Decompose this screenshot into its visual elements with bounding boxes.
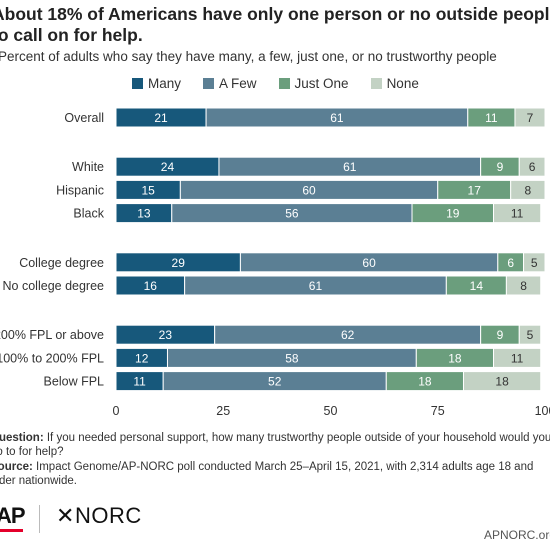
- legend-swatch-none: [370, 78, 382, 89]
- x-tick-label: 0: [113, 404, 120, 418]
- legend: Many A Few Just One None: [132, 76, 441, 91]
- data-label: 18: [448, 351, 462, 365]
- data-label: 8: [524, 183, 531, 197]
- data-label: 13: [137, 207, 151, 221]
- data-label: 6: [529, 160, 536, 174]
- bar-segment: [493, 347, 542, 368]
- question-label: Question:: [0, 432, 44, 444]
- question-text: If you needed personal support, how many…: [0, 432, 550, 458]
- data-label: 18: [418, 375, 432, 389]
- ap-logo: AP: [0, 503, 26, 532]
- data-label: 6: [507, 256, 514, 270]
- data-label: 17: [468, 183, 482, 197]
- data-label: 21: [154, 111, 168, 125]
- data-label: 19: [446, 207, 460, 221]
- data-label: 14: [470, 279, 484, 293]
- legend-item-none: None: [370, 76, 419, 91]
- x-tick-label: 50: [324, 404, 338, 418]
- data-label: 61: [343, 160, 357, 174]
- legend-item-many: Many: [132, 76, 181, 91]
- category-label: 100% to 200% FPL: [0, 351, 104, 365]
- data-label: 52: [268, 375, 282, 389]
- category-label: Hispanic: [56, 183, 104, 197]
- legend-item-a-few: A Few: [203, 76, 257, 91]
- norc-star-icon: ✕: [56, 503, 75, 528]
- data-label: 12: [135, 351, 149, 365]
- legend-label-none: None: [386, 76, 419, 91]
- category-label: 200% FPL or above: [0, 328, 104, 342]
- bar-segment: [462, 371, 542, 392]
- legend-swatch-just-one: [278, 78, 290, 89]
- data-label: 24: [161, 160, 175, 174]
- chart-subtitle: Percent of adults who say they have many…: [0, 49, 497, 64]
- question-note: Question: If you needed personal support…: [0, 431, 550, 459]
- source-label: Source:: [0, 461, 33, 473]
- data-label: 56: [285, 207, 299, 221]
- data-label: 23: [159, 328, 173, 342]
- legend-swatch-a-few: [203, 78, 215, 89]
- legend-item-just-one: Just One: [278, 76, 349, 91]
- category-label: No college degree: [3, 279, 105, 293]
- category-label: White: [72, 160, 104, 174]
- data-label: 9: [497, 160, 504, 174]
- source-note: Source: Impact Genome/AP-NORC poll condu…: [0, 460, 550, 488]
- bar-segment: [518, 156, 546, 177]
- data-label: 11: [511, 207, 524, 221]
- data-label: 18: [495, 375, 509, 389]
- data-label: 29: [172, 256, 186, 270]
- legend-label-many: Many: [148, 76, 182, 91]
- data-label: 8: [520, 279, 527, 293]
- legend-label-a-few: A Few: [219, 76, 257, 91]
- site-url: APNORC.org: [483, 528, 550, 542]
- bar-segment: [518, 324, 542, 345]
- data-label: 5: [527, 328, 534, 342]
- x-tick-label: 100: [535, 404, 550, 418]
- source-text: Impact Genome/AP-NORC poll conducted Mar…: [0, 461, 534, 487]
- data-label: 9: [497, 328, 504, 342]
- data-label: 16: [144, 279, 158, 293]
- bar-segment: [505, 275, 542, 296]
- data-label: 62: [341, 328, 355, 342]
- norc-logo: ✕NORC: [56, 503, 142, 529]
- data-label: 7: [527, 111, 534, 125]
- data-label: 11: [511, 351, 524, 365]
- x-tick-label: 75: [431, 404, 445, 418]
- legend-label-just-one: Just One: [294, 76, 349, 91]
- data-label: 60: [302, 183, 316, 197]
- logo-divider: [39, 505, 40, 533]
- legend-swatch-many: [132, 78, 143, 89]
- bar-segment: [510, 179, 546, 200]
- bar-segment: [523, 252, 546, 273]
- data-label: 15: [141, 183, 155, 197]
- category-label: Black: [73, 207, 104, 221]
- data-label: 61: [309, 279, 323, 293]
- chart-title: About 18% of Americans have only one per…: [0, 4, 550, 45]
- data-label: 11: [485, 111, 498, 125]
- bar-segment: [493, 203, 542, 224]
- x-tick-label: 25: [216, 404, 230, 418]
- bar-segment: [514, 107, 546, 128]
- data-label: 58: [285, 351, 299, 365]
- category-label: College degree: [19, 256, 104, 270]
- data-label: 61: [330, 111, 344, 125]
- category-label: Overall: [64, 111, 104, 125]
- data-label: 5: [531, 256, 538, 270]
- data-label: 11: [133, 375, 146, 389]
- norc-logo-text: NORC: [74, 503, 142, 528]
- category-label: Below FPL: [44, 375, 104, 389]
- data-label: 60: [362, 256, 376, 270]
